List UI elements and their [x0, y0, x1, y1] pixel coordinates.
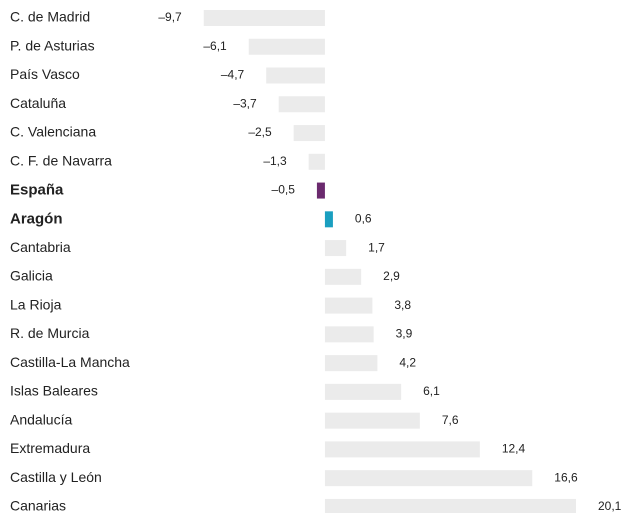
category-label: Canarias [10, 498, 66, 513]
bar [316, 182, 325, 199]
value-label: –2,5 [248, 125, 272, 139]
bar [203, 10, 325, 26]
value-label: 6,1 [423, 384, 440, 398]
value-label: –3,7 [233, 96, 257, 110]
category-label: Castilla-La Mancha [10, 354, 130, 370]
bar [324, 211, 333, 228]
bar [324, 355, 378, 372]
value-label: 3,8 [394, 298, 411, 312]
bar [324, 326, 374, 343]
bar [248, 38, 325, 55]
value-label: 3,9 [396, 327, 413, 341]
bar [308, 153, 325, 170]
category-label: Aragón [10, 210, 63, 227]
value-label: –1,3 [263, 154, 287, 168]
value-label: 7,6 [442, 413, 459, 427]
bar [324, 383, 402, 400]
category-label: La Rioja [10, 296, 62, 312]
category-label: P. de Asturias [10, 37, 95, 53]
bar [293, 125, 325, 142]
bar [278, 96, 325, 113]
category-label: Extremadura [10, 440, 90, 456]
value-label: 2,9 [383, 269, 400, 283]
category-label: País Vasco [10, 66, 80, 82]
bar [324, 240, 347, 257]
bar [324, 441, 480, 458]
category-label: Andalucía [10, 411, 72, 427]
category-label: Castilla y León [10, 469, 102, 485]
bar [324, 470, 533, 487]
bar [324, 498, 577, 513]
value-label: 16,6 [554, 470, 578, 484]
category-label: Cataluña [10, 95, 66, 111]
value-label: –6,1 [203, 39, 227, 53]
category-label: C. Valenciana [10, 124, 96, 140]
category-label: C. F. de Navarra [10, 153, 112, 169]
category-label: Cantabria [10, 239, 71, 255]
bar [266, 67, 325, 84]
category-label: C. de Madrid [10, 9, 90, 25]
category-label: Islas Baleares [10, 383, 98, 399]
value-label: 1,7 [368, 240, 385, 254]
bar [324, 412, 420, 429]
value-label: –4,7 [221, 68, 245, 82]
category-label: Galicia [10, 268, 53, 284]
value-label: 0,6 [355, 211, 372, 225]
category-label: España [10, 182, 64, 199]
bar [324, 297, 373, 314]
value-label: 12,4 [502, 442, 526, 456]
category-label: R. de Murcia [10, 325, 90, 341]
value-label: –9,7 [158, 10, 182, 24]
value-label: 4,2 [399, 355, 416, 369]
value-label: 20,1 [598, 499, 622, 513]
value-label: –0,5 [272, 183, 296, 197]
bar [324, 268, 362, 285]
